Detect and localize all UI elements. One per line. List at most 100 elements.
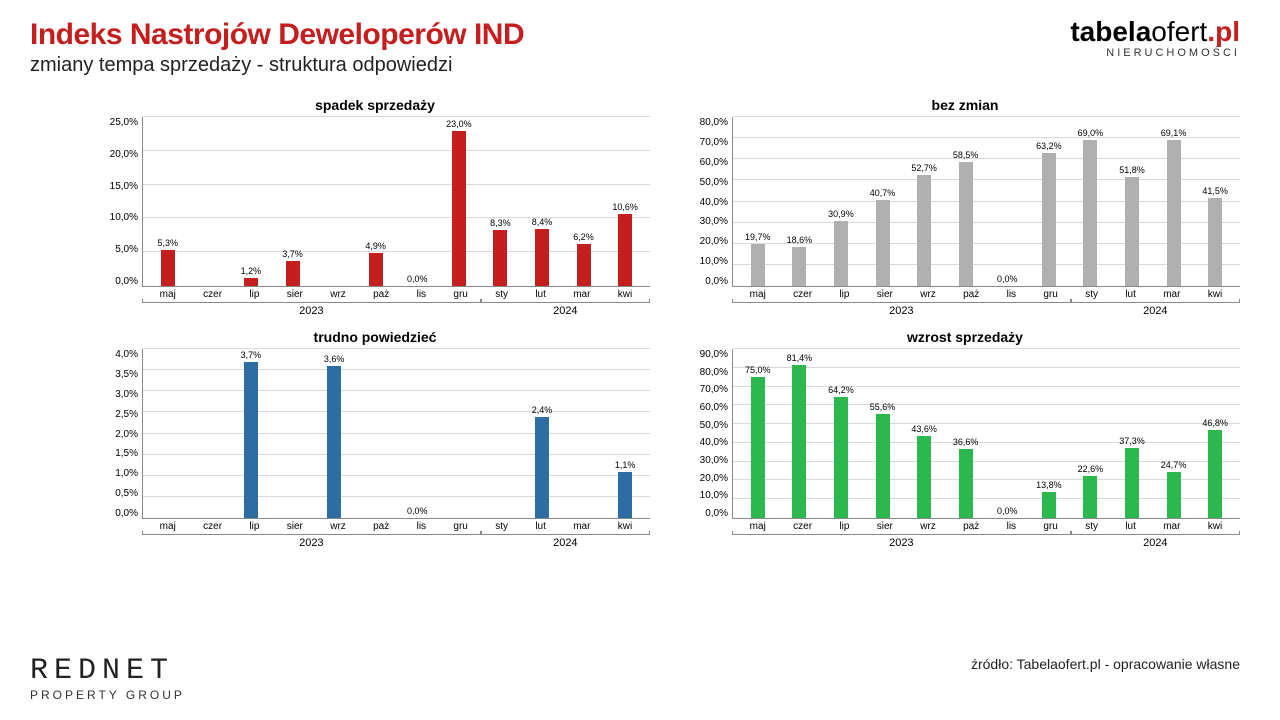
page-title: Indeks Nastrojów Deweloperów IND: [30, 18, 1070, 52]
bar-value-label: 24,7%: [1161, 460, 1187, 470]
bar-value-label: 43,6%: [911, 424, 937, 434]
bar: 3,7%: [272, 117, 314, 286]
ytick-label: 0,0%: [705, 276, 728, 287]
chart-bezzmian: bez zmian80,0%70,0%60,0%50,0%40,0%30,0%2…: [690, 97, 1240, 317]
ytick-label: 40,0%: [700, 437, 728, 448]
bar: 3,6%: [313, 349, 355, 518]
chart-wzrost: wzrost sprzedaży90,0%80,0%70,0%60,0%50,0…: [690, 329, 1240, 549]
ytick-label: 5,0%: [115, 244, 138, 255]
ytick-label: 20,0%: [700, 236, 728, 247]
bar-value-label: 36,6%: [953, 437, 979, 447]
ytick-label: 80,0%: [700, 117, 728, 128]
bar: 58,5%: [945, 117, 987, 286]
xtick-label: kwi: [1208, 521, 1222, 532]
chart-trudno: trudno powiedzieć4,0%3,5%3,0%2,5%2,0%1,5…: [100, 329, 650, 549]
xtick-label: lip: [839, 521, 849, 532]
bar: 3,7%: [230, 349, 272, 518]
bar-value-label: 2,4%: [532, 405, 553, 415]
bar: 40,7%: [862, 117, 904, 286]
bar-value-label: 40,7%: [870, 188, 896, 198]
xtick-label: sier: [877, 289, 893, 300]
xtick-label: sier: [287, 289, 303, 300]
bar-value-label: 13,8%: [1036, 480, 1062, 490]
xtick-label: lip: [249, 521, 259, 532]
year-label: 2024: [1071, 302, 1240, 317]
xtick-label: lis: [1007, 289, 1016, 300]
xtick-label: lip: [839, 289, 849, 300]
xtick-label: paż: [963, 521, 979, 532]
ytick-label: 15,0%: [110, 181, 138, 192]
bar: 37,3%: [1111, 349, 1153, 518]
bar-value-label: 69,1%: [1161, 128, 1187, 138]
bar: [272, 349, 314, 518]
xtick-label: wrz: [920, 521, 936, 532]
bar-value-label: 22,6%: [1078, 464, 1104, 474]
xtick-label: wrz: [330, 521, 346, 532]
ytick-label: 70,0%: [700, 137, 728, 148]
xtick-label: sty: [495, 289, 508, 300]
brand-part2: ofert: [1151, 16, 1207, 47]
xtick-label: maj: [160, 521, 176, 532]
xtick-label: sty: [1085, 289, 1098, 300]
xtick-label: gru: [1043, 521, 1057, 532]
xtick-label: wrz: [920, 289, 936, 300]
footer: REDNET PROPERTY GROUP źródło: Tabelaofer…: [0, 654, 1280, 720]
ytick-label: 2,0%: [115, 429, 138, 440]
xtick-label: wrz: [330, 289, 346, 300]
ytick-label: 0,0%: [115, 276, 138, 287]
bar-value-label: 18,6%: [787, 235, 813, 245]
xtick-label: mar: [1163, 289, 1180, 300]
bar: 36,6%: [945, 349, 987, 518]
bar-value-label: 23,0%: [446, 119, 472, 129]
bar-value-label: 0,0%: [407, 506, 428, 516]
bar: 24,7%: [1153, 349, 1195, 518]
xtick-label: kwi: [1208, 289, 1222, 300]
source-text: źródło: Tabelaofert.pl - opracowanie wła…: [971, 656, 1240, 672]
ytick-label: 2,5%: [115, 409, 138, 420]
xtick-label: sty: [1085, 521, 1098, 532]
year-label: 2023: [732, 534, 1071, 549]
bar-value-label: 10,6%: [612, 202, 638, 212]
bar: 23,0%: [438, 117, 480, 286]
xtick-label: czer: [203, 521, 222, 532]
ytick-label: 4,0%: [115, 349, 138, 360]
rednet-sub: PROPERTY GROUP: [30, 688, 185, 702]
year-label: 2024: [481, 534, 650, 549]
bar-value-label: 51,8%: [1119, 165, 1145, 175]
header: Indeks Nastrojów Deweloperów IND zmiany …: [0, 0, 1280, 77]
chart-title: bez zmian: [690, 97, 1240, 113]
xtick-label: czer: [793, 289, 812, 300]
bar: 0,0%: [986, 117, 1028, 286]
bar: 75,0%: [737, 349, 779, 518]
bar-value-label: 8,4%: [532, 217, 553, 227]
ytick-label: 70,0%: [700, 384, 728, 395]
bar: 10,6%: [604, 117, 646, 286]
xtick-label: gru: [453, 521, 467, 532]
bar: 13,8%: [1028, 349, 1070, 518]
brand-part1: tabela: [1070, 16, 1151, 47]
xtick-label: gru: [1043, 289, 1057, 300]
xtick-label: paż: [963, 289, 979, 300]
bar-value-label: 3,7%: [282, 249, 303, 259]
ytick-label: 25,0%: [110, 117, 138, 128]
xtick-label: czer: [793, 521, 812, 532]
bar: 6,2%: [563, 117, 605, 286]
xtick-label: maj: [750, 521, 766, 532]
chart-title: trudno powiedzieć: [100, 329, 650, 345]
bar: 52,7%: [903, 117, 945, 286]
bar: 81,4%: [779, 349, 821, 518]
bar: 5,3%: [147, 117, 189, 286]
bar: [189, 349, 231, 518]
xtick-label: lut: [1125, 289, 1136, 300]
rednet-top: REDNET: [30, 654, 185, 688]
brand-sub: NIERUCHOMOŚCI: [1070, 48, 1240, 59]
charts-grid: spadek sprzedaży25,0%20,0%15,0%10,0%5,0%…: [0, 77, 1280, 549]
ytick-label: 30,0%: [700, 216, 728, 227]
bar: 18,6%: [779, 117, 821, 286]
bar-value-label: 19,7%: [745, 232, 771, 242]
bar-value-label: 6,2%: [573, 232, 594, 242]
bar-value-label: 69,0%: [1078, 128, 1104, 138]
xtick-label: maj: [160, 289, 176, 300]
ytick-label: 50,0%: [700, 177, 728, 188]
bar: [480, 349, 522, 518]
